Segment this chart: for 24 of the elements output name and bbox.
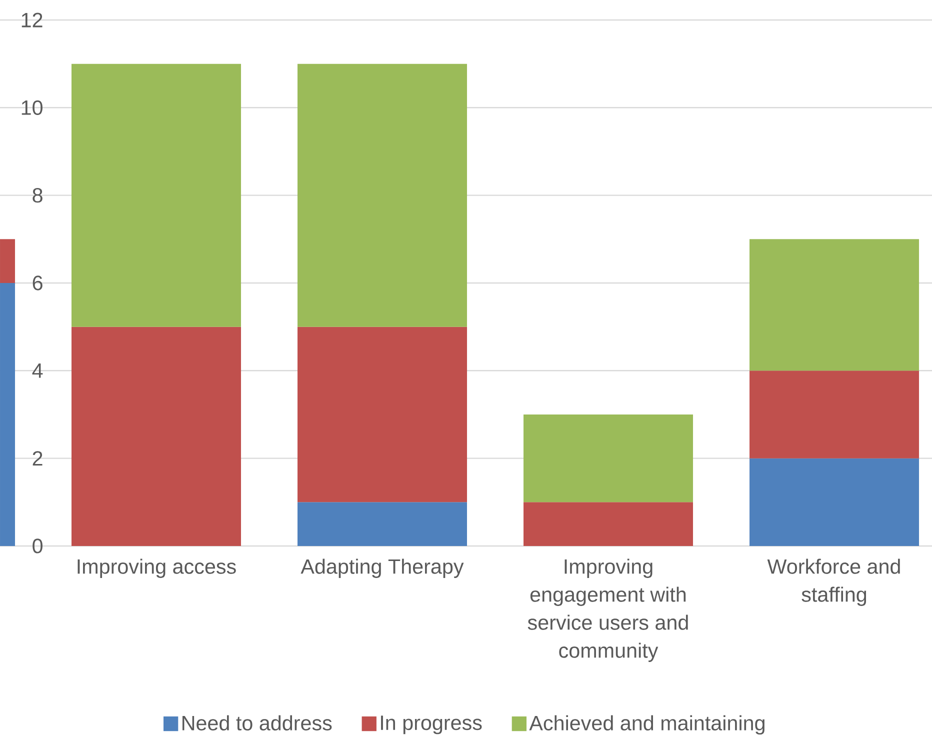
x-tick-label: Adapting Therapy <box>300 558 464 578</box>
bar <box>72 326 242 546</box>
y-tick-label: 10 <box>22 100 42 115</box>
legend-label: Need to address <box>182 715 332 730</box>
y-tick-label: 12 <box>22 12 42 28</box>
legend-label: Achieved and maintaining <box>529 715 764 735</box>
bar <box>750 458 920 546</box>
bar <box>750 239 920 371</box>
x-tick-label: Improving engagement with service users and community <box>528 558 688 662</box>
bar <box>524 502 694 546</box>
y-tick-label: 2 <box>32 451 42 466</box>
bar <box>298 502 468 546</box>
legend-label: In progress <box>381 716 482 734</box>
y-tick-label: 0 <box>32 538 42 554</box>
x-tick-label: Improving access <box>78 558 236 578</box>
y-tick-label: 8 <box>32 188 42 203</box>
bar <box>298 326 468 502</box>
y-tick-label: 4 <box>32 364 43 378</box>
y-tick-label: 6 <box>32 276 42 290</box>
bar <box>298 64 468 327</box>
bar <box>750 370 920 458</box>
x-tick-label: Workforce and staffing <box>767 558 900 606</box>
bar <box>72 64 242 327</box>
bar <box>524 414 694 502</box>
